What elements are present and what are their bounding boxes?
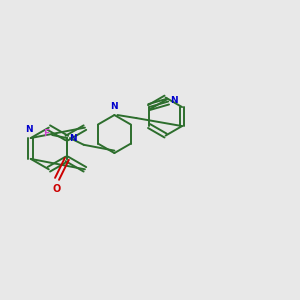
Text: N: N	[26, 125, 33, 134]
Text: N: N	[170, 96, 177, 105]
Text: N: N	[111, 102, 118, 111]
Text: N: N	[69, 134, 77, 142]
Text: F: F	[44, 129, 50, 138]
Text: O: O	[53, 184, 61, 194]
